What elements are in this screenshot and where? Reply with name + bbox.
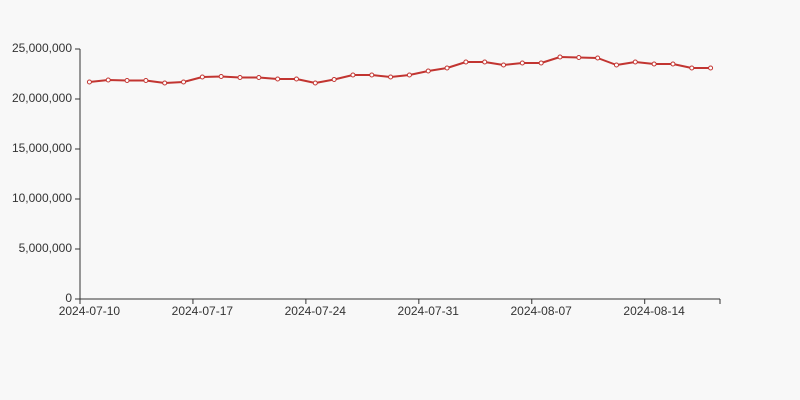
point: [632, 59, 638, 65]
point: [218, 74, 224, 79]
y-tick-label: 5,000,000: [19, 241, 73, 255]
point: [350, 72, 356, 78]
y-tick-label: 10,000,000: [12, 191, 72, 205]
x-tick-label: 2024-07-17: [172, 304, 234, 318]
point: [708, 65, 714, 71]
point: [501, 62, 507, 68]
point: [538, 60, 544, 66]
x-tick-label: 2024-07-31: [398, 304, 460, 318]
point: [595, 55, 601, 61]
point: [181, 79, 187, 85]
point: [689, 65, 695, 71]
point: [312, 80, 318, 86]
point: [613, 62, 619, 68]
point: [425, 68, 431, 74]
y-tick-label: 25,000,000: [12, 41, 72, 55]
point: [369, 72, 375, 78]
point: [519, 60, 525, 66]
point: [482, 59, 488, 65]
point: [86, 79, 92, 85]
point: [124, 78, 130, 83]
x-tick-label: 2024-07-10: [59, 304, 121, 318]
point: [557, 54, 563, 60]
y-tick-label: 15,000,000: [12, 141, 72, 155]
y-tick-label: 20,000,000: [12, 91, 72, 105]
point: [293, 76, 299, 82]
x-tick-label: 2024-08-07: [510, 304, 572, 318]
line: [89, 56, 711, 84]
x-tick-label: 2024-07-24: [285, 304, 347, 318]
point: [670, 61, 676, 67]
point: [105, 77, 111, 83]
point: [275, 76, 281, 82]
point: [576, 55, 582, 60]
point: [651, 61, 657, 67]
point: [162, 80, 168, 86]
point: [256, 75, 262, 80]
point: [237, 75, 243, 80]
point: [406, 72, 412, 78]
point: [463, 59, 469, 65]
y-tick-label: 0: [65, 291, 72, 305]
x-tick-label: 2024-08-14: [623, 304, 685, 318]
point: [444, 65, 450, 71]
point: [143, 78, 149, 83]
point: [199, 74, 205, 80]
point: [388, 74, 394, 80]
point: [331, 77, 337, 82]
